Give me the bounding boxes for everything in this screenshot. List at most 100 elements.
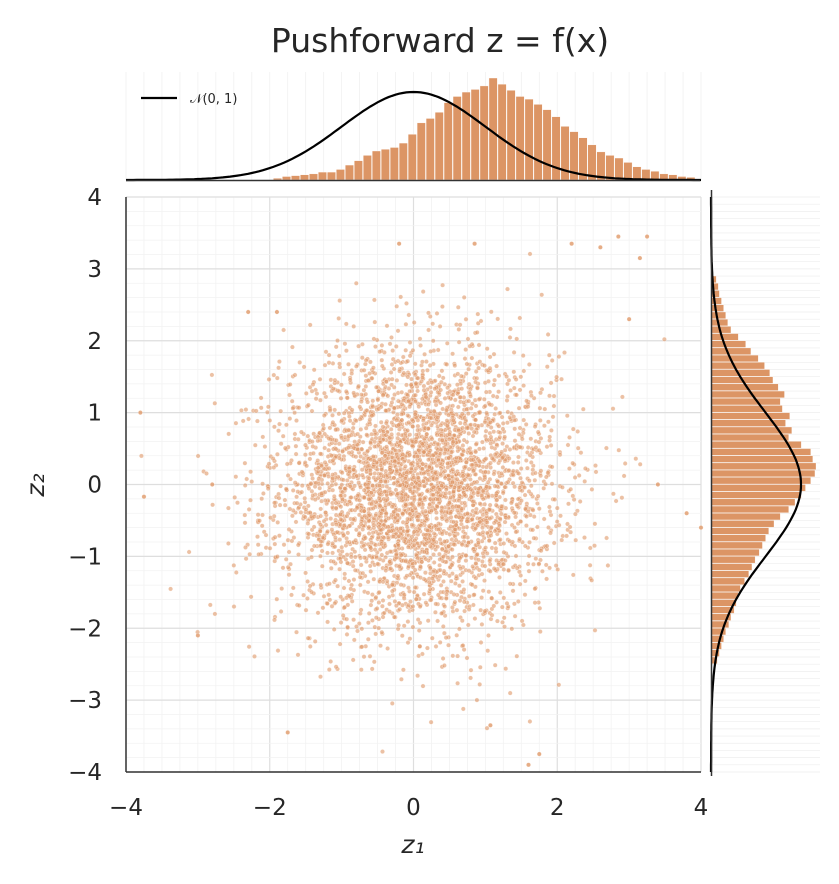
scatter-point [327,581,332,587]
scatter-point [415,375,421,381]
scatter-point [360,527,366,532]
scatter-point [430,452,436,458]
scatter-point [301,364,307,370]
scatter-point [512,484,517,490]
scatter-point [502,484,508,490]
scatter-point [462,608,467,614]
scatter-point [526,553,532,559]
scatter-point [535,524,540,530]
top-hist-bar [542,109,552,181]
scatter-point [413,372,418,378]
scatter-point [409,376,414,382]
scatter-point [420,461,426,467]
scatter-point [425,618,431,624]
scatter-point [457,420,463,426]
scatter-point [459,411,465,417]
scatter-point [309,408,315,414]
scatter-point [465,511,470,516]
scatter-point [438,422,444,428]
scatter-point [473,575,479,581]
scatter-point [582,479,588,484]
scatter-point [500,421,506,426]
scatter-point [446,436,452,442]
scatter-point [295,489,301,495]
right-hist-bar [710,405,783,413]
scatter-point [533,556,539,561]
scatter-point [329,482,335,488]
scatter-point [489,545,495,551]
scatter-point [455,371,461,377]
scatter-point [570,426,576,432]
scatter-point [496,561,501,567]
scatter-point [341,371,347,377]
scatter-point [327,408,333,413]
scatter-point [398,294,404,300]
scatter-point [305,596,310,601]
scatter-point [466,398,472,404]
scatter-point [372,624,378,630]
scatter-point [410,347,416,353]
scatter-point [416,447,422,453]
scatter-point [560,484,565,490]
scatter-point [279,586,285,591]
scatter-point [400,511,406,517]
scatter-point [379,541,384,547]
scatter-point [371,475,377,481]
scatter-point [451,542,457,547]
scatter-point [335,388,341,394]
scatter-point [526,489,532,494]
scatter-point [274,375,280,381]
scatter-point [477,446,482,452]
scatter-point [302,499,308,505]
scatter-point [322,362,328,368]
scatter-point [282,445,288,451]
scatter-point [391,534,396,539]
scatter-point [474,330,480,335]
scatter-point [468,393,473,399]
scatter-point [461,587,467,592]
scatter-point [474,551,480,557]
scatter-point [439,508,444,514]
scatter-point [434,311,440,316]
scatter-point [317,485,323,491]
scatter-point [444,407,449,413]
scatter-point [286,527,292,532]
scatter-point [447,573,452,579]
scatter-point [317,528,323,534]
scatter-point [256,552,262,557]
scatter-point [489,455,495,461]
top-marginal-histogram [273,77,696,181]
scatter-point [461,437,467,443]
scatter-point [492,528,498,534]
scatter-point [433,644,439,649]
scatter-point [350,559,356,564]
scatter-point [356,343,361,349]
scatter-point [268,515,273,521]
scatter-point [368,545,374,551]
scatter-point [372,471,378,476]
scatter-point [338,559,344,565]
scatter-point [307,644,313,649]
scatter-point [370,506,376,511]
scatter-point [457,322,463,328]
scatter-point [351,617,356,623]
scatter-point [476,365,481,371]
right-hist-bar [710,541,763,549]
scatter-point [305,521,311,526]
scatter-point [515,599,521,604]
scatter-point [421,495,427,501]
scatter-point [409,534,415,540]
scatter-point [497,434,503,440]
scatter-point [278,483,283,489]
scatter-point [522,592,528,598]
scatter-point [453,581,458,586]
scatter-point [272,617,277,623]
scatter-point [473,472,479,477]
scatter-point [388,566,394,571]
top-hist-bar [389,147,399,181]
scatter-point [330,457,336,463]
scatter-point [399,389,405,395]
scatter-point [252,442,258,448]
top-marginal-axes: 𝒩(0, 1) [125,72,702,182]
scatter-point [450,554,455,560]
